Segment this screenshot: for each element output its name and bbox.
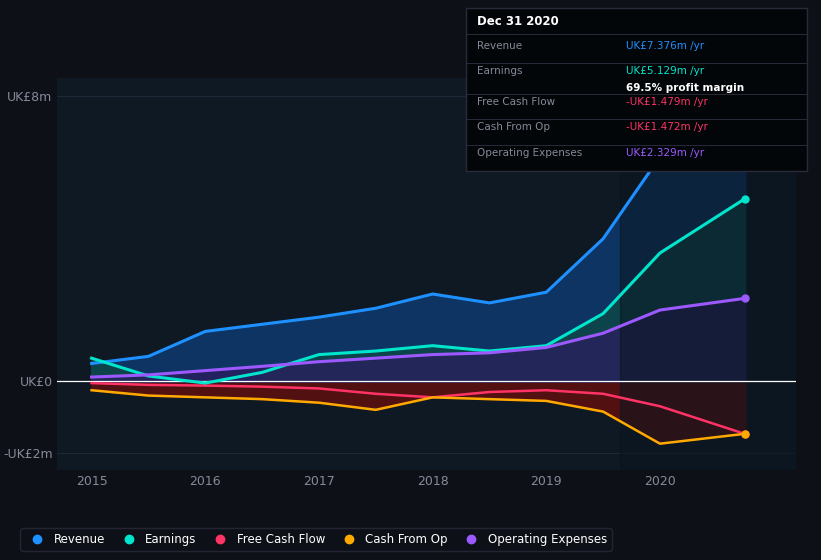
Text: UK£7.376m /yr: UK£7.376m /yr [626,41,704,51]
Text: -UK£1.479m /yr: -UK£1.479m /yr [626,97,709,107]
Text: UK£5.129m /yr: UK£5.129m /yr [626,67,704,77]
Text: UK£2.329m /yr: UK£2.329m /yr [626,148,704,158]
Text: Earnings: Earnings [477,67,522,77]
Legend: Revenue, Earnings, Free Cash Flow, Cash From Op, Operating Expenses: Revenue, Earnings, Free Cash Flow, Cash … [21,528,612,550]
Text: 69.5% profit margin: 69.5% profit margin [626,83,745,94]
Text: Dec 31 2020: Dec 31 2020 [477,15,559,28]
Text: Operating Expenses: Operating Expenses [477,148,582,158]
Bar [620,78,796,470]
Text: -UK£1.472m /yr: -UK£1.472m /yr [626,123,709,133]
Text: Free Cash Flow: Free Cash Flow [477,97,555,107]
Text: Revenue: Revenue [477,41,522,51]
Text: Cash From Op: Cash From Op [477,123,550,133]
